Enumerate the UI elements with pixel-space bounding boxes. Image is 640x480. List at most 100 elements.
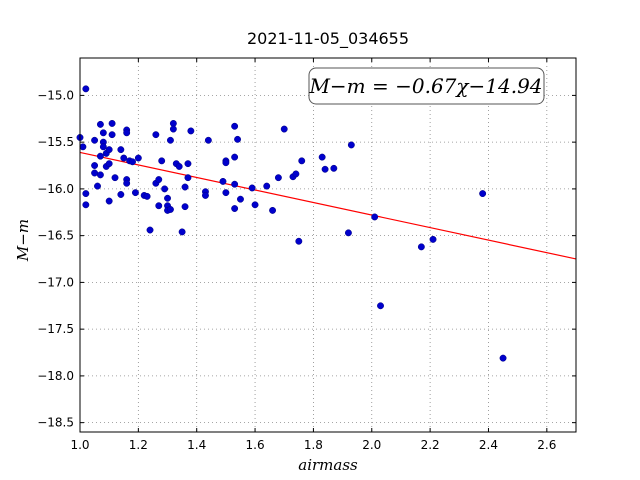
data-point — [123, 179, 131, 187]
x-tick-label: 2.0 — [362, 438, 381, 452]
grid-lines — [79, 58, 576, 432]
data-point — [251, 201, 259, 209]
annotation-box — [308, 67, 545, 105]
data-point — [237, 195, 244, 203]
data-point — [117, 191, 125, 198]
data-point — [181, 203, 189, 211]
data-point — [202, 191, 209, 199]
x-tick-label: 2.4 — [479, 438, 498, 452]
data-point — [91, 169, 99, 177]
y-tick-label: −15.0 — [37, 88, 74, 102]
data-point — [344, 229, 352, 237]
y-tick-label: −16.0 — [37, 182, 74, 196]
data-point — [96, 152, 104, 160]
data-point — [181, 183, 189, 191]
data-point — [292, 170, 300, 178]
data-point — [499, 354, 507, 362]
y-tick-label: −17.0 — [37, 275, 74, 289]
x-tick-label: 1.8 — [304, 438, 323, 452]
data-point — [120, 154, 128, 162]
x-tick-label: 1.4 — [187, 438, 206, 452]
data-point — [91, 162, 99, 169]
data-point — [222, 189, 230, 197]
data-point — [105, 160, 113, 168]
chart-title: 2021-11-05_034655 — [247, 29, 409, 49]
data-point — [164, 194, 171, 202]
data-point — [91, 136, 99, 144]
data-point — [169, 125, 177, 133]
data-point — [161, 185, 169, 193]
data-point — [298, 157, 306, 165]
data-point — [222, 159, 230, 167]
data-point — [105, 146, 113, 154]
data-point — [96, 171, 104, 179]
data-point — [158, 157, 166, 165]
data-point — [184, 174, 192, 182]
data-point — [155, 176, 163, 184]
data-point — [231, 205, 239, 212]
x-axis-label: airmass — [298, 456, 358, 474]
data-point — [94, 182, 101, 190]
data-point — [269, 206, 277, 214]
data-point — [347, 141, 355, 149]
data-point — [178, 228, 186, 236]
data-points — [76, 85, 507, 362]
data-point — [82, 201, 90, 209]
data-point — [274, 174, 282, 182]
data-point — [129, 158, 136, 166]
data-point — [123, 129, 131, 137]
data-point — [166, 206, 174, 213]
data-point — [152, 131, 160, 139]
data-point — [134, 154, 142, 162]
data-point — [175, 163, 183, 170]
y-axis-label: M−m — [14, 219, 32, 262]
data-point — [219, 177, 227, 185]
data-point — [263, 182, 271, 190]
data-point — [146, 226, 154, 234]
x-tick-label: 1.2 — [129, 438, 148, 452]
data-point — [187, 127, 195, 135]
data-point — [99, 143, 107, 151]
data-point — [96, 120, 104, 128]
data-point — [111, 174, 119, 182]
data-point — [318, 153, 326, 161]
data-point — [280, 125, 288, 133]
plot-frame — [79, 57, 577, 433]
data-point — [99, 129, 107, 137]
data-point — [143, 192, 151, 200]
data-point — [231, 180, 239, 188]
data-point — [155, 202, 163, 210]
y-tick-label: −15.5 — [37, 135, 74, 149]
data-point — [105, 197, 113, 205]
data-point — [131, 189, 139, 197]
fit-equation: M−m = −0.67χ−14.94 — [308, 74, 542, 98]
y-tick-label: −16.5 — [37, 229, 74, 243]
data-point — [330, 164, 338, 172]
y-tick-label: −18.5 — [37, 416, 74, 430]
x-tick-label: 2.6 — [537, 438, 556, 452]
data-point — [184, 160, 192, 168]
data-point — [295, 237, 303, 245]
data-point — [166, 136, 174, 144]
data-point — [108, 131, 116, 139]
x-tick-label: 1.6 — [246, 438, 265, 452]
x-tick-label: 2.2 — [421, 438, 440, 452]
data-point — [234, 135, 242, 143]
axis-ticks: 1.0 1.2 1.4 1.6 1.8 2.0 2.2 2.4 2.6 −15.0 −15.5 −16… — [37, 58, 576, 452]
fit-line — [79, 151, 577, 260]
data-point — [371, 213, 379, 221]
data-point — [82, 190, 90, 198]
y-tick-label: −18.0 — [37, 369, 74, 383]
data-point — [82, 85, 90, 93]
data-point — [479, 190, 487, 198]
data-point — [231, 153, 239, 161]
x-tick-label: 1.0 — [70, 438, 89, 452]
data-point — [321, 165, 329, 173]
data-point — [79, 143, 87, 151]
data-point — [231, 122, 239, 130]
fit-annotation: M−m = −0.67χ−14.94 — [308, 67, 545, 105]
y-tick-label: −17.5 — [37, 322, 74, 336]
data-point — [108, 120, 116, 127]
data-point — [417, 243, 425, 251]
data-point — [429, 235, 437, 243]
